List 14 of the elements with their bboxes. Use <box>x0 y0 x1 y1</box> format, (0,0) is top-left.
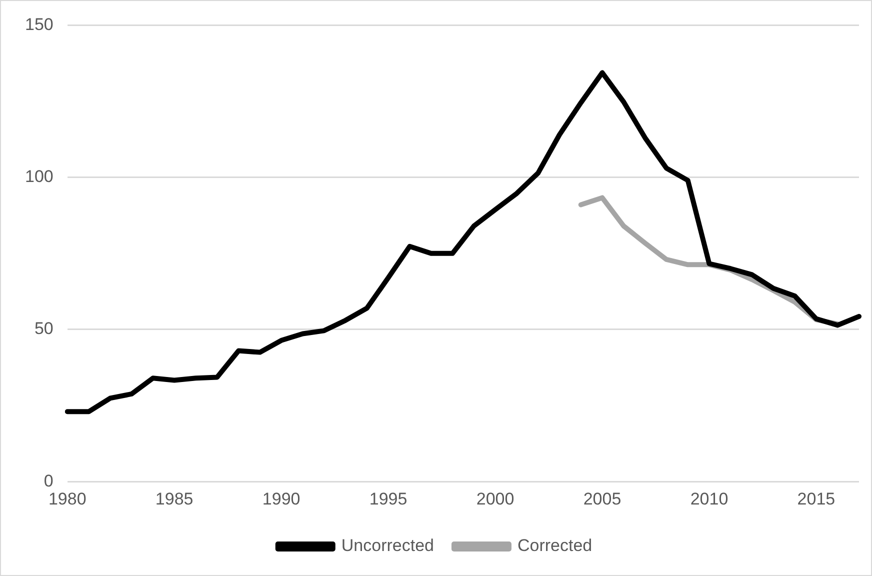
x-tick-label: 1995 <box>369 489 408 508</box>
x-tick-label: 1985 <box>155 489 194 508</box>
x-tick-label: 2000 <box>476 489 514 508</box>
y-tick-label: 0 <box>44 471 54 490</box>
legend-label: Corrected <box>517 536 592 556</box>
x-tick-label: 2015 <box>797 489 836 508</box>
x-tick-label: 2010 <box>690 489 728 508</box>
x-tick-label: 1990 <box>262 489 300 508</box>
legend-label: Uncorrected <box>341 536 434 556</box>
y-tick-label: 50 <box>34 319 54 338</box>
y-tick-label: 150 <box>24 14 54 34</box>
y-tick-label: 100 <box>24 167 54 186</box>
x-tick-label: 1980 <box>48 489 86 508</box>
x-tick-label: 2005 <box>583 489 622 508</box>
